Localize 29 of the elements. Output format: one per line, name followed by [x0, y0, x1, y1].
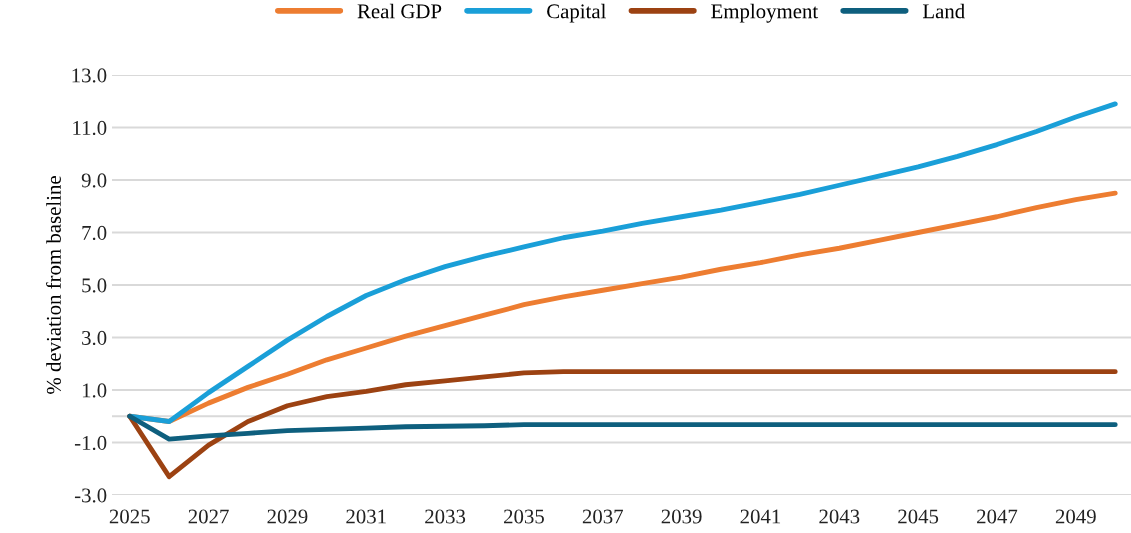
legend-label: Land — [922, 3, 965, 19]
x-tick-label: 2047 — [977, 509, 1018, 524]
y-tick-label: 5.0 — [82, 278, 107, 293]
y-axis-title: % deviation from baseline — [46, 176, 61, 394]
x-tick-label: 2029 — [267, 509, 308, 524]
x-tick-label: 2039 — [661, 509, 702, 524]
y-tick-label: -3.0 — [74, 488, 107, 503]
y-tick-label: 13.0 — [72, 68, 107, 83]
x-tick-label: 2041 — [740, 509, 781, 524]
legend-label: Capital — [547, 3, 606, 23]
x-tick-label: 2037 — [582, 509, 624, 524]
y-tick-label: 11.0 — [73, 120, 107, 136]
x-tick-label: 2027 — [188, 509, 229, 524]
line-series — [127, 413, 1118, 442]
y-tick-label: 9.0 — [81, 173, 107, 188]
x-tick-label: 2025 — [109, 509, 150, 524]
x-tick-label: 2033 — [425, 509, 466, 524]
line-series — [127, 369, 1118, 480]
x-tick-label: 2035 — [504, 509, 544, 524]
y-tick-label: 1.0 — [82, 383, 107, 398]
y-tick-label: 3.0 — [82, 330, 107, 346]
y-tick-label: -1.0 — [74, 435, 107, 451]
legend-label: Real GDP — [357, 3, 442, 19]
legend-label: Employment — [711, 3, 819, 23]
x-tick-label: 2031 — [346, 509, 386, 524]
x-tick-label: 2043 — [819, 509, 860, 524]
x-tick-label: 2045 — [898, 509, 939, 524]
x-tick-label: 2049 — [1055, 509, 1096, 524]
y-tick-label: 7.0 — [82, 225, 107, 241]
